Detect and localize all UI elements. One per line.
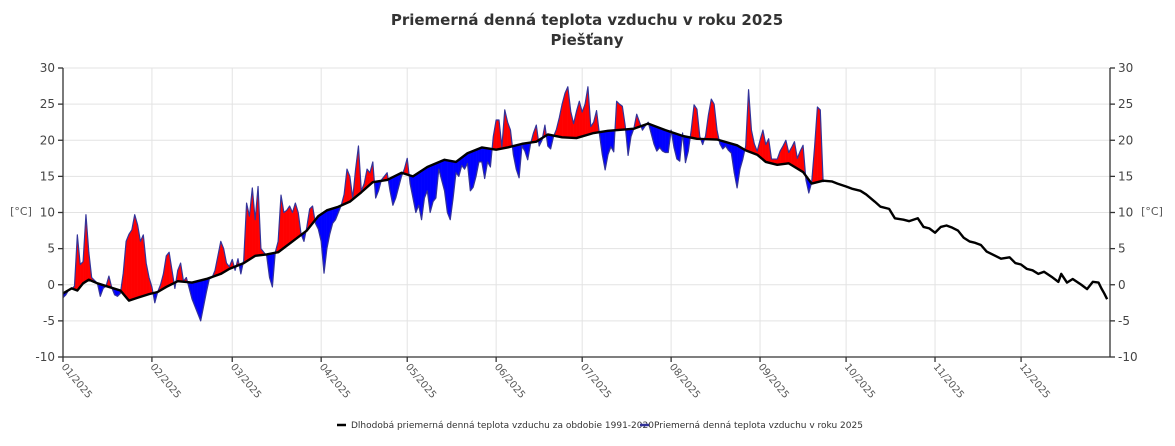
y-tick-label-left: 5: [47, 242, 55, 256]
x-tick-label: 01/2025: [59, 362, 94, 401]
y-tick-label-right: -10: [1118, 350, 1138, 364]
x-tick-label: 10/2025: [842, 362, 877, 401]
chart-subtitle: Piešťany: [551, 31, 624, 49]
anomaly-fill-above: [166, 251, 170, 288]
anomaly-fill-above: [125, 234, 130, 302]
anomaly-fill-above: [134, 214, 138, 299]
anomaly-fill-above: [140, 234, 144, 298]
y-tick-label-left: 0: [47, 278, 55, 292]
anomaly-fill-above: [616, 100, 620, 131]
anomaly-fill-below: [665, 129, 669, 153]
y-tick-label-left: 30: [40, 61, 55, 75]
x-tick-label: 05/2025: [403, 362, 438, 401]
y-tick-label-right: 0: [1118, 278, 1126, 292]
x-tick-label: 07/2025: [578, 362, 613, 401]
anomaly-fill-above: [817, 106, 821, 183]
y-tick-label-right: 20: [1118, 133, 1133, 147]
y-tick-label-right: 15: [1118, 169, 1133, 183]
series-line-2025: [62, 86, 824, 322]
x-tick-label: 12/2025: [1017, 362, 1052, 401]
x-tick-label: 04/2025: [317, 362, 352, 401]
y-tick-label-left: 15: [40, 169, 55, 183]
anomaly-fill-below: [662, 128, 666, 153]
y-tick-label-right: 30: [1118, 61, 1133, 75]
legend-item-normal[interactable]: Dlhodobá priemerná denná teplota vzduchu…: [337, 421, 654, 431]
y-tick-label-right: -5: [1118, 314, 1130, 328]
anomaly-fill-above: [286, 205, 290, 247]
y-tick-label-right: 5: [1118, 242, 1126, 256]
grid-lines: [63, 67, 1110, 358]
y-tick-label-right: 10: [1118, 206, 1133, 220]
x-tick-label: 06/2025: [492, 362, 527, 401]
anomaly-fill-below: [432, 163, 437, 203]
anomaly-fill-below: [470, 150, 474, 192]
anomaly-fill-above: [128, 229, 133, 301]
legend-label-2025: Priemerná denná teplota vzduchu v roku 2…: [654, 421, 863, 431]
series-lines: [62, 86, 1109, 322]
y-tick-label-left: -10: [35, 350, 55, 364]
legend: Dlhodobá priemerná denná teplota vzduchu…: [337, 421, 863, 431]
anomaly-fill-above: [619, 103, 623, 131]
y-tick-label-left: -5: [43, 314, 55, 328]
anomaly-fill-below: [447, 160, 451, 220]
anomaly-fill-above: [564, 86, 569, 138]
y-tick-label-left: 10: [40, 206, 55, 220]
legend-item-2025[interactable]: Priemerná denná teplota vzduchu v roku 2…: [640, 421, 863, 431]
y-tick-label-left: 20: [40, 133, 55, 147]
legend-label-normal: Dlhodobá priemerná denná teplota vzduchu…: [351, 421, 654, 431]
chart-title: Priemerná denná teplota vzduchu v roku 2…: [391, 11, 783, 29]
anomaly-fill-above: [495, 119, 500, 150]
anomaly-fill-below: [676, 133, 680, 162]
x-tick-label: 02/2025: [148, 362, 183, 401]
x-tick-label: 03/2025: [228, 362, 263, 401]
series-line-normal: [62, 122, 1109, 302]
x-tick-label: 11/2025: [931, 362, 966, 401]
y-tick-label-left: 25: [40, 97, 55, 111]
y-tick-label-right: 25: [1118, 97, 1133, 111]
y-axis-label-left: [°C]: [10, 205, 32, 218]
anomaly-fills: [62, 86, 824, 321]
x-tick-label: 08/2025: [667, 362, 702, 401]
anomaly-fill-above: [283, 209, 287, 249]
y-axis-label-right: [°C]: [1141, 205, 1163, 218]
x-tick-label: 09/2025: [756, 362, 791, 401]
